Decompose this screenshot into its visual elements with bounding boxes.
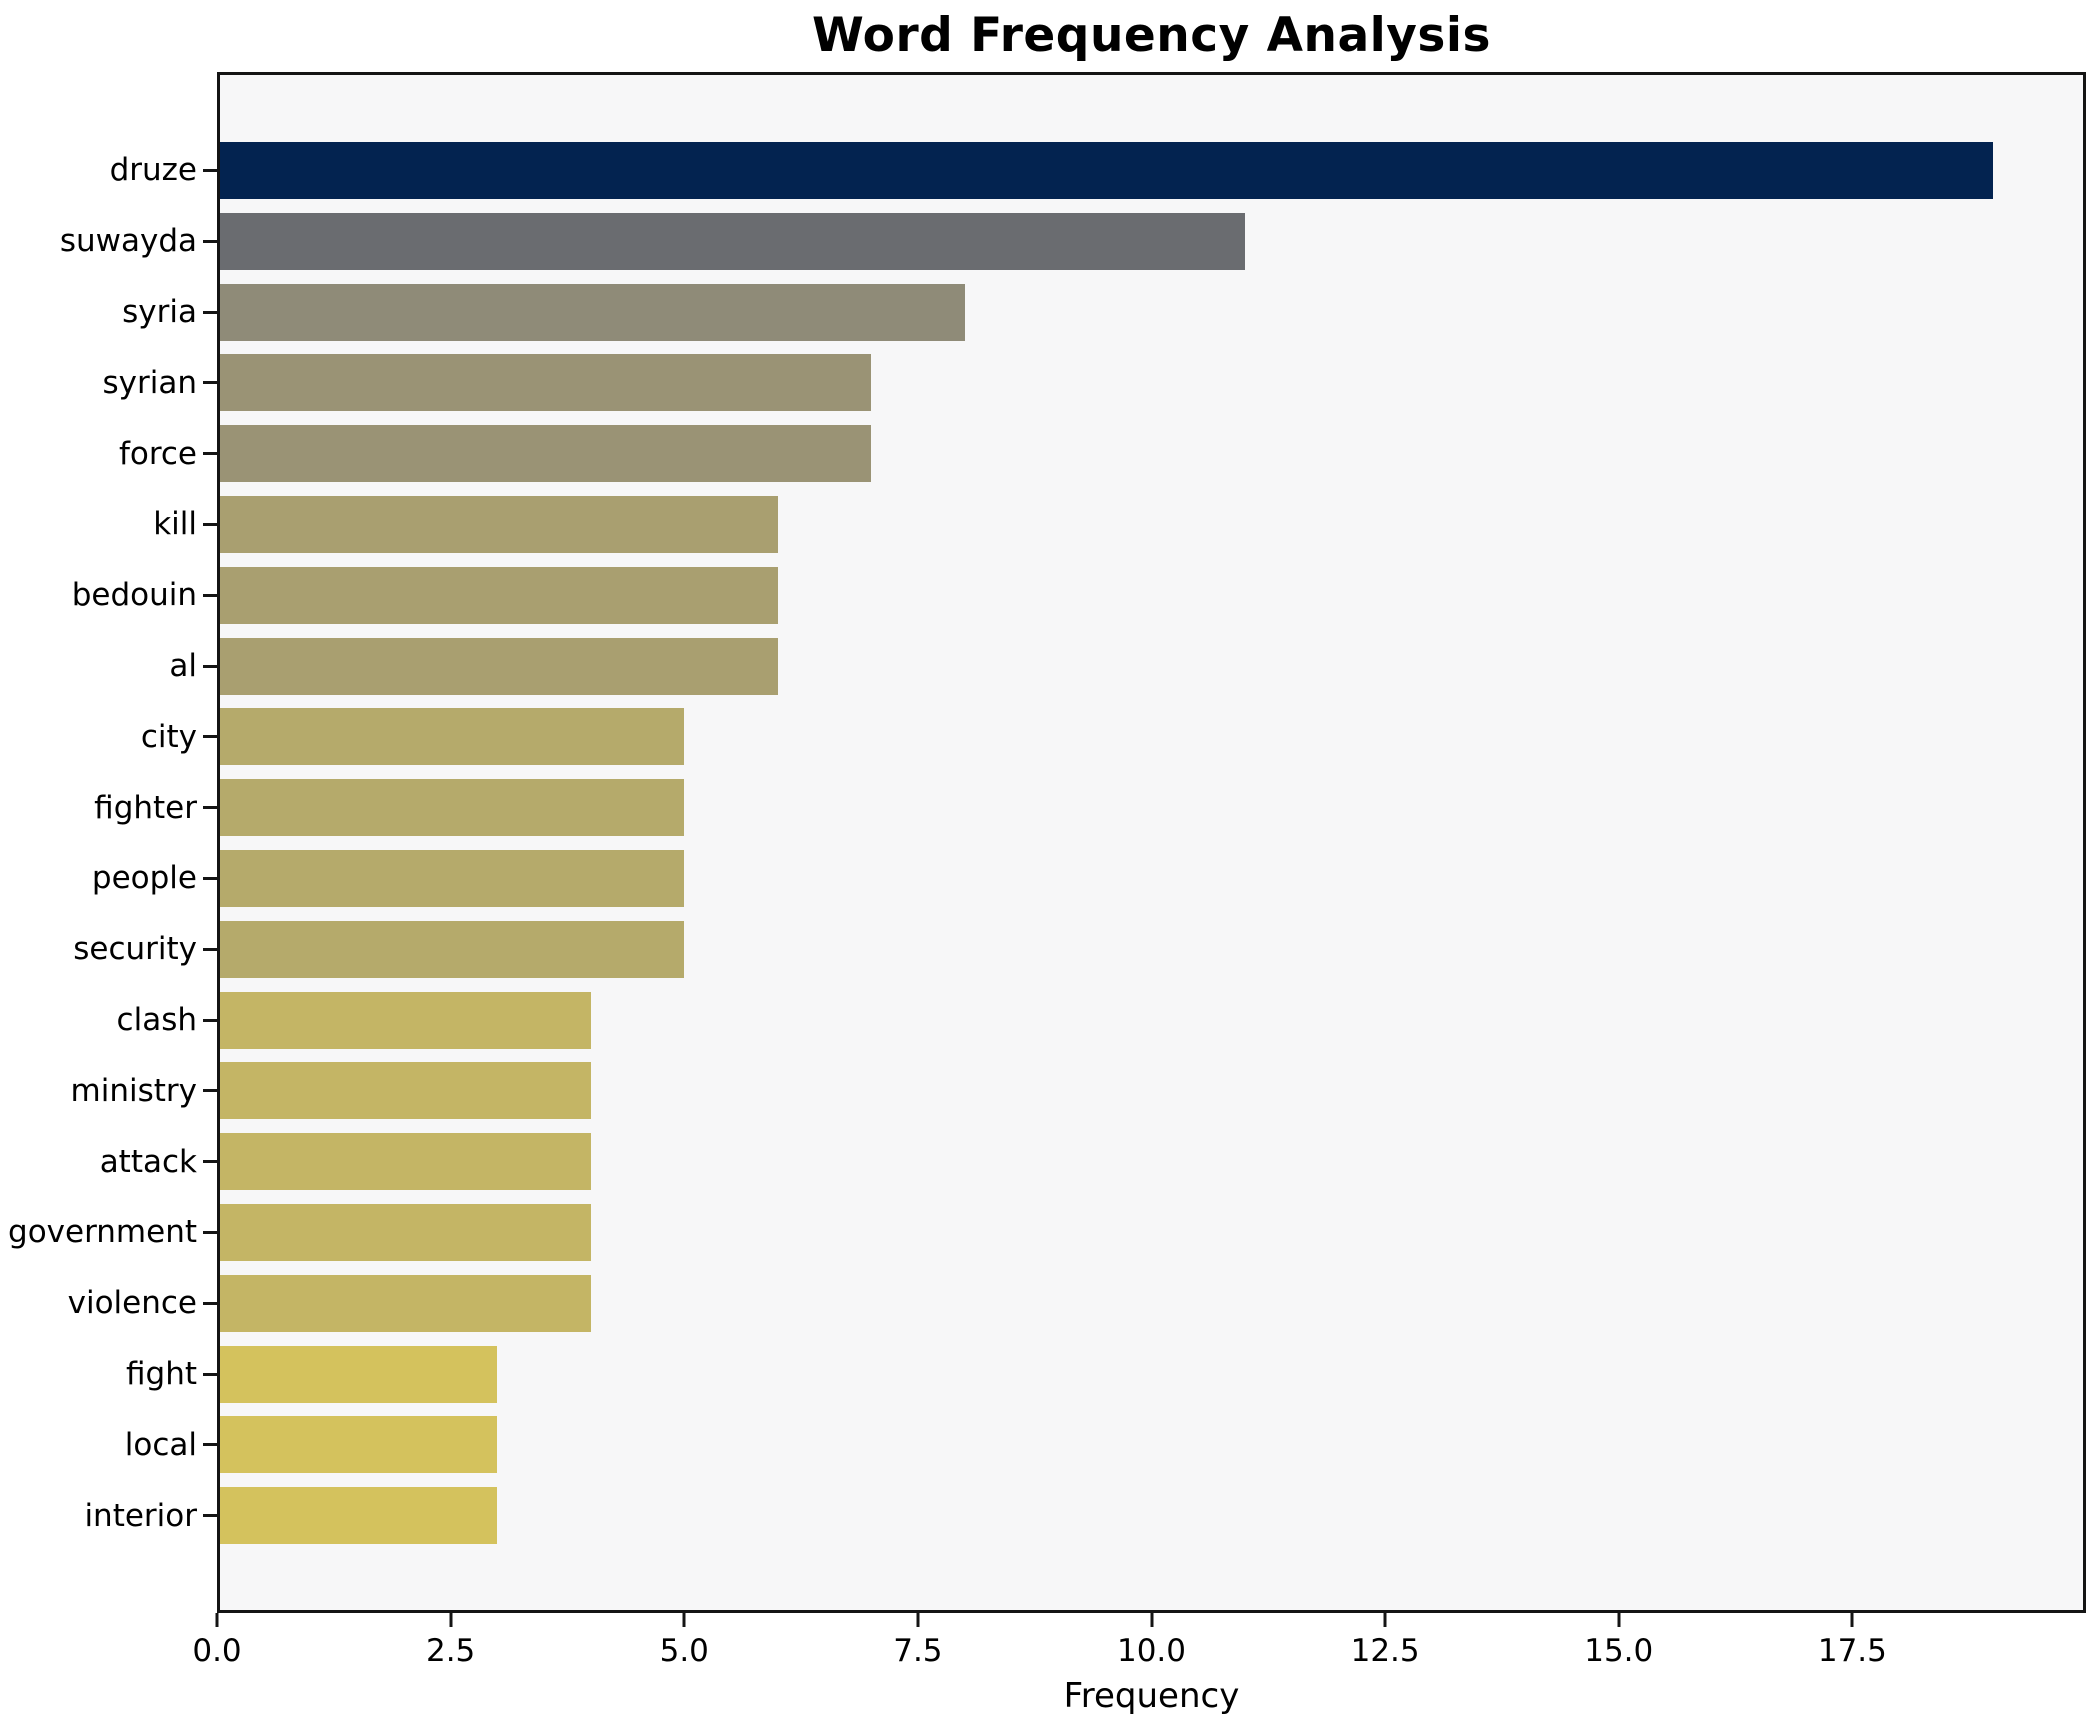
y-tick-label-fight: fight — [125, 1356, 197, 1392]
y-tick-mark — [203, 381, 217, 385]
x-tick-label-12.5: 12.5 — [1350, 1633, 1420, 1669]
bar-syrian — [217, 354, 872, 412]
bar-clash — [217, 991, 591, 1049]
y-tick-mark — [203, 1160, 217, 1164]
y-tick-mark — [203, 310, 217, 314]
y-tick-label-attack: attack — [99, 1143, 197, 1180]
y-tick-mark — [203, 1443, 217, 1447]
bar-bedouin — [217, 566, 778, 624]
y-tick-label-al: al — [169, 648, 197, 684]
x-tick-label-10.0: 10.0 — [1116, 1633, 1187, 1669]
plot-area — [217, 72, 2086, 1613]
bar-interior — [217, 1487, 498, 1545]
x-tick-mark — [1850, 1613, 1854, 1627]
y-tick-mark — [203, 522, 217, 526]
y-tick-label-people: people — [91, 860, 197, 897]
bar-kill — [217, 495, 778, 553]
y-tick-mark — [203, 1089, 217, 1093]
x-tick-mark — [916, 1613, 920, 1627]
chart-title: Word Frequency Analysis — [812, 8, 1491, 63]
y-tick-mark — [203, 1230, 217, 1234]
bar-force — [217, 425, 872, 483]
y-tick-mark — [203, 593, 217, 597]
y-tick-mark — [203, 1301, 217, 1305]
y-tick-mark — [203, 806, 217, 810]
y-tick-label-syria: syria — [122, 294, 197, 330]
y-tick-mark — [203, 1514, 217, 1518]
y-tick-label-bedouin: bedouin — [71, 577, 197, 614]
x-tick-label-5.0: 5.0 — [659, 1633, 709, 1669]
y-tick-label-kill: kill — [153, 506, 197, 543]
y-tick-mark — [203, 168, 217, 172]
y-tick-label-druze: druze — [109, 152, 197, 189]
bar-government — [217, 1203, 591, 1261]
y-tick-mark — [203, 947, 217, 951]
y-tick-mark — [203, 735, 217, 739]
bar-violence — [217, 1274, 591, 1332]
bar-fight — [217, 1345, 498, 1403]
bar-attack — [217, 1133, 591, 1191]
y-tick-label-ministry: ministry — [70, 1072, 197, 1109]
x-tick-label-15.0: 15.0 — [1584, 1633, 1654, 1669]
y-tick-mark — [203, 1372, 217, 1376]
y-tick-label-force: force — [118, 435, 197, 472]
bar-security — [217, 920, 685, 978]
y-tick-mark — [203, 876, 217, 880]
x-tick-mark — [682, 1613, 686, 1627]
bar-al — [217, 637, 778, 695]
y-tick-label-government: government — [8, 1214, 197, 1251]
bar-druze — [217, 141, 1993, 199]
y-tick-label-city: city — [140, 718, 197, 755]
y-tick-label-clash: clash — [116, 1002, 197, 1038]
x-axis-label: Frequency — [1063, 1676, 1240, 1716]
x-tick-mark — [449, 1613, 453, 1627]
x-tick-mark — [1383, 1613, 1387, 1627]
y-tick-mark — [203, 239, 217, 243]
bar-people — [217, 849, 685, 907]
x-tick-label-17.5: 17.5 — [1817, 1633, 1887, 1669]
x-tick-label-2.5: 2.5 — [425, 1633, 476, 1669]
y-tick-mark — [203, 452, 217, 456]
y-tick-mark — [203, 664, 217, 668]
y-tick-label-violence: violence — [67, 1285, 197, 1322]
y-tick-label-interior: interior — [84, 1497, 197, 1534]
bar-suwayda — [217, 212, 1245, 270]
bar-city — [217, 708, 685, 766]
x-tick-mark — [1617, 1613, 1621, 1627]
x-tick-label-7.5: 7.5 — [893, 1633, 943, 1669]
bar-local — [217, 1416, 498, 1474]
x-tick-label-0.0: 0.0 — [192, 1633, 242, 1669]
y-tick-label-fighter: fighter — [94, 789, 197, 826]
y-tick-label-syrian: syrian — [102, 364, 198, 401]
bar-fighter — [217, 779, 685, 837]
y-tick-label-suwayda: suwayda — [59, 223, 197, 260]
x-tick-mark — [215, 1613, 219, 1627]
y-tick-label-security: security — [73, 931, 197, 968]
bar-ministry — [217, 1062, 591, 1120]
x-tick-mark — [1150, 1613, 1153, 1627]
y-tick-label-local: local — [124, 1426, 197, 1463]
bar-syria — [217, 283, 965, 341]
y-tick-mark — [203, 1018, 217, 1022]
